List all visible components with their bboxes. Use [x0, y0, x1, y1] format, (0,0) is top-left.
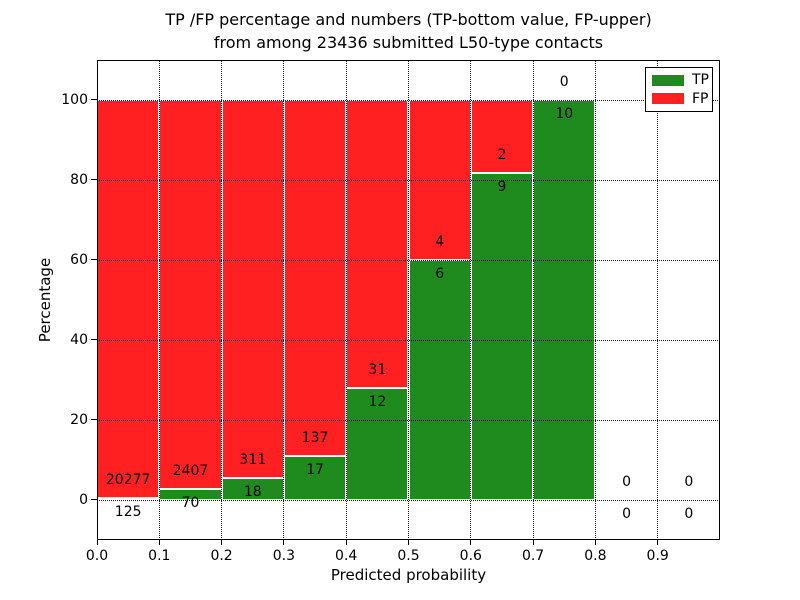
bar-segment-fp — [159, 100, 222, 489]
x-tick-label: 0.6 — [459, 548, 482, 564]
y-tick — [91, 499, 97, 501]
fp-count-label: 20277 — [105, 471, 151, 488]
y-tick — [91, 99, 97, 101]
y-tick-label: 20 — [70, 412, 88, 428]
chart-title-line2: from among 23436 submitted L50-type cont… — [213, 33, 604, 52]
x-tick-label: 0.8 — [584, 548, 607, 564]
y-axis-label: Percentage — [36, 257, 54, 343]
fp-count-label: 2407 — [172, 462, 209, 479]
tp-count-label: 9 — [497, 178, 507, 195]
bar-segment-fp — [470, 100, 534, 173]
x-tick — [283, 540, 285, 545]
x-tick — [594, 540, 596, 545]
fp-count-label: 311 — [239, 452, 267, 469]
gridline-vertical — [657, 60, 659, 540]
x-tick — [96, 540, 98, 545]
y-tick-label: 40 — [70, 332, 88, 348]
bar-segment-fp — [97, 100, 160, 498]
x-tick-label: 0.1 — [148, 548, 171, 564]
x-tick-label: 0.9 — [646, 548, 669, 564]
tp-count-label: 125 — [114, 503, 142, 520]
y-tick — [91, 339, 97, 341]
bar-segment-tp — [221, 478, 284, 500]
legend-swatch-fp — [652, 93, 684, 105]
x-tick-label: 0.2 — [210, 548, 233, 564]
bar-segment-tp — [159, 488, 222, 500]
bar-segment-fp — [283, 100, 347, 456]
tp-count-label: 70 — [181, 494, 200, 511]
y-tick-label: 0 — [79, 492, 88, 508]
bar-segment-tp — [470, 172, 534, 500]
fp-count-label: 31 — [368, 362, 387, 379]
x-tick — [221, 540, 223, 545]
tp-count-label: 10 — [555, 106, 574, 122]
x-tick-label: 0.0 — [85, 548, 109, 564]
tp-count-label: 0 — [684, 506, 694, 522]
legend-label-fp: FP — [692, 90, 709, 107]
x-tick-label: 0.5 — [397, 548, 420, 564]
tp-count-label: 6 — [435, 266, 445, 282]
fp-count-label: 4 — [435, 234, 445, 250]
y-tick — [91, 259, 97, 261]
plot-area: 20277 125 2407 70 311 18 137 17 31 12 4 6 2 9 0 10 0 0 0 0 — [91, 60, 720, 545]
x-tick — [408, 540, 409, 545]
chart-title-line1: TP /FP percentage and numbers (TP-bottom… — [165, 10, 652, 29]
fp-count-label: 0 — [622, 474, 631, 490]
chart-title: TP /FP percentage and numbers (TP-bottom… — [97, 8, 720, 54]
tp-count-label: 18 — [243, 484, 262, 501]
legend-item-fp: FP — [652, 90, 709, 107]
x-tick — [158, 540, 160, 545]
y-tick-label: 60 — [70, 252, 88, 268]
tp-count-label: 12 — [368, 394, 387, 411]
x-tick-label: 0.3 — [272, 548, 296, 564]
legend-item-tp: TP — [652, 72, 709, 89]
bar-segment-tp — [283, 455, 347, 500]
x-tick — [345, 540, 347, 545]
x-axis-label: Predicted probability — [330, 566, 487, 584]
bar-segment-fp — [221, 100, 284, 479]
y-tick — [91, 179, 97, 181]
bar-segment-tp — [408, 260, 471, 500]
x-tick-label: 0.7 — [521, 548, 545, 564]
x-tick — [532, 540, 534, 545]
tp-count-label: 17 — [306, 461, 324, 478]
bar-segment-tp — [533, 100, 596, 500]
x-tick — [657, 540, 659, 545]
fp-count-label: 0 — [559, 74, 569, 90]
x-tick-label: 0.4 — [335, 548, 358, 564]
tp-count-label: 0 — [622, 506, 631, 522]
fp-count-label: 0 — [684, 474, 694, 490]
x-tick — [470, 540, 472, 545]
fp-count-label: 2 — [497, 146, 507, 163]
y-tick — [91, 419, 97, 421]
legend-swatch-tp — [652, 74, 684, 86]
legend-label-tp: TP — [692, 72, 709, 89]
fp-count-label: 137 — [301, 429, 329, 446]
y-tick-label: 100 — [61, 92, 88, 108]
y-tick-label: 80 — [70, 172, 88, 188]
legend: TP FP — [645, 67, 713, 112]
bar-segment-tp — [346, 388, 409, 500]
